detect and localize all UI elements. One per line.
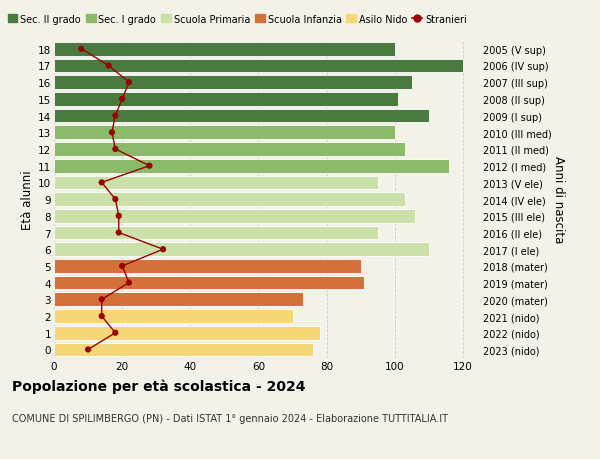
Bar <box>54 93 398 106</box>
Point <box>110 330 120 337</box>
Bar <box>54 43 395 56</box>
Point <box>110 196 120 203</box>
Point <box>124 79 134 87</box>
Point <box>104 62 113 70</box>
Point <box>158 246 168 253</box>
Point <box>97 313 107 320</box>
Point <box>145 162 154 170</box>
Point <box>118 96 127 103</box>
Bar <box>54 110 429 123</box>
Bar <box>54 76 412 90</box>
Point <box>76 46 86 53</box>
Point <box>83 346 93 353</box>
Y-axis label: Età alunni: Età alunni <box>21 170 34 230</box>
Point <box>124 280 134 287</box>
Point <box>107 129 117 137</box>
Bar <box>54 60 463 73</box>
Bar <box>54 126 395 140</box>
Bar <box>54 326 320 340</box>
Point <box>110 112 120 120</box>
Text: COMUNE DI SPILIMBERGO (PN) - Dati ISTAT 1° gennaio 2024 - Elaborazione TUTTITALI: COMUNE DI SPILIMBERGO (PN) - Dati ISTAT … <box>12 413 448 423</box>
Y-axis label: Anni di nascita: Anni di nascita <box>553 156 565 243</box>
Bar <box>54 243 429 257</box>
Bar <box>54 176 378 190</box>
Point <box>114 230 124 237</box>
Bar <box>54 293 303 307</box>
Bar <box>54 259 361 273</box>
Point <box>110 146 120 153</box>
Bar <box>54 159 449 173</box>
Bar <box>54 143 405 157</box>
Bar <box>54 226 378 240</box>
Point <box>118 263 127 270</box>
Legend: Sec. II grado, Sec. I grado, Scuola Primaria, Scuola Infanzia, Asilo Nido, Stran: Sec. II grado, Sec. I grado, Scuola Prim… <box>8 15 467 24</box>
Bar <box>54 343 313 357</box>
Bar <box>54 276 364 290</box>
Bar <box>54 193 405 207</box>
Point <box>97 179 107 187</box>
Text: Popolazione per età scolastica - 2024: Popolazione per età scolastica - 2024 <box>12 379 305 393</box>
Point <box>97 296 107 303</box>
Point <box>114 213 124 220</box>
Bar <box>54 309 293 323</box>
Bar <box>54 209 415 223</box>
